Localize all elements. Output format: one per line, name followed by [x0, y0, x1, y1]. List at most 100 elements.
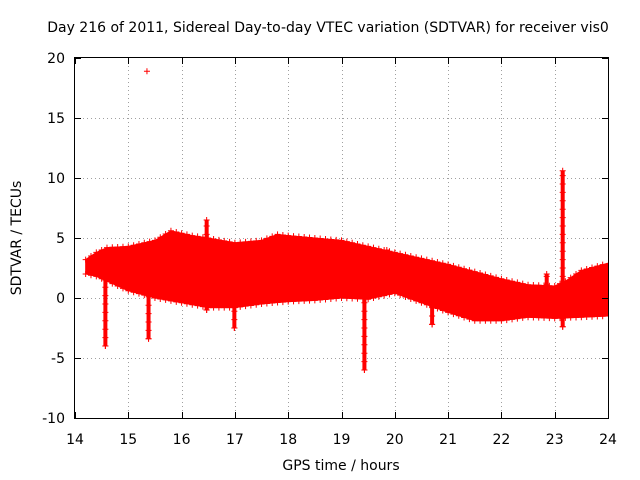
data-point	[559, 315, 566, 322]
data-point	[559, 197, 566, 204]
data-point	[178, 299, 185, 306]
data-point	[370, 295, 377, 301]
data-point	[434, 259, 441, 265]
data-point	[141, 292, 148, 299]
data-point	[173, 229, 180, 235]
data-point	[559, 189, 566, 196]
data-point	[173, 298, 180, 305]
data-point	[145, 310, 152, 317]
data-point	[226, 304, 233, 311]
data-point	[361, 308, 368, 315]
data-point	[559, 181, 566, 187]
x-tick-label: 15	[119, 432, 137, 448]
data-point	[559, 281, 566, 288]
data-point	[429, 304, 436, 311]
data-point	[242, 238, 249, 245]
data-point	[466, 267, 473, 274]
data-point	[418, 255, 425, 262]
y-axis: -10 -5 0 5 10 15 20	[42, 51, 608, 427]
data-point	[327, 236, 334, 243]
data-point	[221, 304, 228, 311]
data-point	[361, 295, 368, 301]
x-tick-label: 23	[546, 432, 564, 448]
data-point	[203, 217, 210, 223]
data-point	[145, 302, 152, 309]
data-point	[429, 313, 436, 319]
data-point	[203, 273, 210, 280]
data-point	[338, 295, 345, 301]
data-point	[151, 237, 158, 244]
data-point	[301, 234, 308, 241]
x-tick-label: 20	[386, 432, 404, 448]
data-point	[361, 358, 368, 365]
data-point	[439, 307, 446, 314]
outlier-point	[383, 247, 390, 253]
data-point	[559, 298, 566, 305]
data-point	[397, 250, 404, 257]
y-tick-label: 20	[47, 51, 65, 67]
data-point	[338, 237, 345, 244]
data-point	[397, 292, 404, 299]
data-point	[226, 238, 233, 245]
data-point	[450, 311, 457, 318]
data-point	[135, 290, 142, 297]
data-point	[514, 279, 521, 286]
data-point	[102, 301, 109, 307]
data-point	[361, 333, 368, 340]
data-point	[333, 236, 340, 243]
data-point	[231, 299, 238, 306]
data-point	[290, 298, 297, 305]
data-point	[559, 323, 566, 330]
data-point	[178, 230, 185, 237]
data-point	[263, 300, 270, 307]
data-point	[102, 309, 109, 316]
data-point	[559, 231, 566, 238]
data-point	[103, 244, 110, 251]
data-point	[543, 307, 550, 313]
data-point	[461, 265, 468, 272]
y-tick-label: -5	[51, 351, 65, 367]
data-point	[471, 268, 478, 275]
data-point	[93, 273, 100, 280]
data-point	[203, 256, 210, 263]
data-point	[599, 313, 606, 320]
data-point	[145, 293, 152, 300]
data-point	[295, 233, 302, 240]
data-point	[370, 244, 377, 251]
data-point	[429, 287, 436, 294]
data-point	[130, 242, 137, 249]
data-point	[466, 316, 473, 323]
data-point	[455, 312, 462, 319]
data-point	[311, 235, 318, 241]
data-point	[578, 314, 585, 321]
data-point	[503, 277, 510, 283]
data-point	[361, 341, 368, 348]
data-point	[146, 238, 153, 245]
data-point	[119, 243, 126, 250]
data-point	[535, 282, 542, 289]
data-point	[322, 296, 329, 303]
data-point	[359, 242, 366, 249]
data-point	[493, 274, 500, 281]
data-point	[301, 297, 308, 304]
data-point	[482, 271, 489, 278]
data-point	[130, 289, 137, 296]
outlier-point	[143, 68, 150, 75]
data-point	[269, 300, 276, 307]
data-point	[361, 350, 368, 357]
data-point	[221, 237, 228, 244]
data-point	[242, 303, 249, 310]
data-point	[290, 233, 297, 240]
data-point	[102, 326, 109, 333]
data-point	[274, 231, 281, 238]
data-point	[567, 274, 574, 281]
data-point	[231, 283, 238, 289]
data-point	[559, 239, 566, 246]
data-point	[258, 301, 265, 307]
data-point	[439, 260, 446, 267]
data-point	[354, 241, 361, 247]
data-point	[567, 314, 574, 321]
data-point	[559, 307, 566, 313]
data-point	[215, 236, 222, 243]
data-point	[578, 267, 585, 274]
